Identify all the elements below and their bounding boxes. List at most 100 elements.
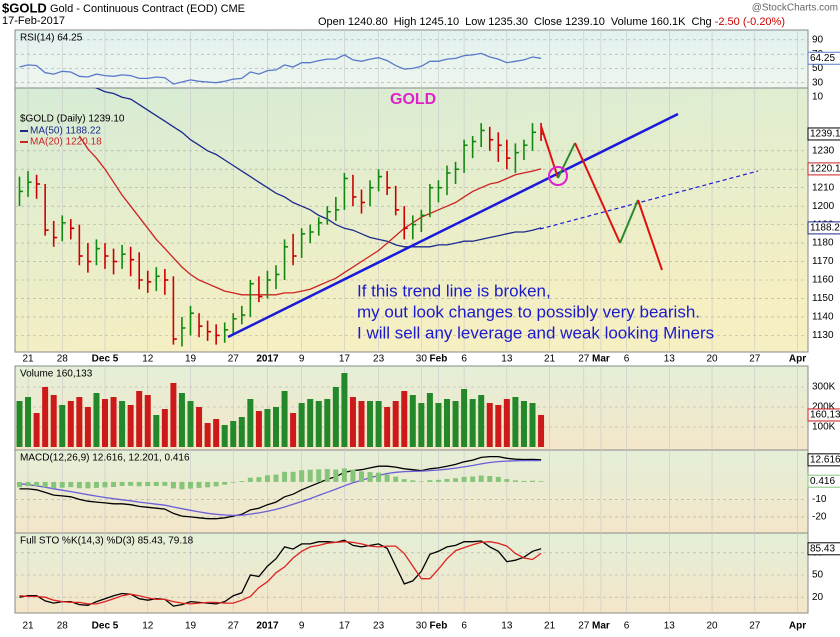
- volume-bar: [324, 399, 331, 447]
- series-line: [94, 88, 542, 248]
- histogram-bar: [205, 481, 211, 488]
- value-tag: [807, 127, 840, 141]
- x-tick-label: 27: [578, 621, 590, 632]
- volume-bar: [349, 397, 356, 447]
- y-tick-label: 50: [812, 570, 824, 581]
- quote-label: Chg: [692, 16, 712, 28]
- x-tick-label: 9: [299, 354, 305, 365]
- macd-panel: [14, 449, 809, 534]
- volume-bar: [520, 401, 527, 447]
- volume-bar: [25, 397, 32, 447]
- volume-bar: [435, 403, 442, 447]
- histogram-bar: [324, 468, 330, 482]
- legend: RSI(14) 64.25: [20, 33, 83, 44]
- histogram-bar: [213, 481, 219, 487]
- x-tick-label: 2017: [256, 621, 279, 632]
- histogram-bar: [307, 469, 313, 482]
- annotation: If this trend line is broken,: [357, 281, 551, 300]
- histogram-bar: [367, 472, 373, 482]
- histogram-bar: [341, 468, 347, 482]
- x-tick-label: 30: [416, 621, 428, 632]
- legend: MACD(12,26,9) 12.616, 12.201, 0.416: [20, 453, 190, 464]
- x-tick-label: Apr: [789, 354, 806, 365]
- volume-bar: [110, 397, 117, 447]
- histogram-bar: [188, 481, 193, 489]
- volume-bar: [341, 373, 348, 447]
- x-tick-label: Dec 5: [92, 354, 119, 365]
- volume-bar: [67, 401, 74, 447]
- volume-bar: [273, 407, 279, 447]
- y-tick-label: 1180: [812, 238, 834, 249]
- projection: [619, 199, 639, 244]
- volume-bar: [204, 423, 211, 447]
- annotation: my out look changes to possibly very bea…: [357, 302, 700, 321]
- volume-bar: [478, 395, 485, 447]
- x-tick-label: 12: [142, 354, 154, 365]
- volume-bar: [538, 414, 545, 447]
- histogram-bar: [410, 480, 416, 482]
- volume-bar: [264, 409, 271, 447]
- histogram-bar: [76, 481, 82, 489]
- quote-value: 1239.10: [565, 16, 605, 28]
- x-tick-label: 13: [501, 621, 513, 632]
- x-tick-label: 21: [22, 621, 34, 632]
- volume-bar: [298, 403, 305, 447]
- y-tick-label: 10: [812, 92, 824, 103]
- volume-bar: [93, 393, 100, 447]
- quote-label: Close: [534, 16, 562, 28]
- histogram-bar: [128, 481, 134, 486]
- y-tick-label: 300K: [812, 382, 836, 393]
- histogram-bar: [59, 481, 65, 488]
- histogram-bar: [170, 481, 176, 489]
- value-tag: [807, 51, 840, 65]
- volume-bar: [461, 389, 468, 447]
- histogram-bar: [478, 475, 484, 482]
- histogram-bar: [376, 472, 382, 482]
- x-tick-label: Apr: [789, 621, 806, 632]
- volume-bar: [392, 401, 399, 447]
- histogram-bar: [85, 481, 91, 489]
- histogram-bar: [34, 481, 40, 486]
- histogram-bar: [102, 481, 108, 488]
- quote-value: 1245.10: [419, 16, 459, 28]
- volume-bar: [102, 399, 108, 447]
- series-line: [19, 541, 542, 605]
- volume-bar: [375, 401, 382, 447]
- x-tick-label: Mar: [592, 621, 610, 632]
- annotation-drawing: [227, 112, 759, 339]
- x-tick-label: 27: [578, 354, 590, 365]
- volume-bar: [76, 397, 83, 447]
- projection: [574, 142, 621, 244]
- volume-bar: [221, 425, 228, 447]
- histogram-bar: [273, 474, 279, 482]
- histogram-bar: [316, 469, 322, 482]
- histogram-bar: [401, 479, 407, 482]
- y-tick-label: 1160: [812, 275, 834, 286]
- x-tick-label: 13: [664, 354, 676, 365]
- volume-bar: [153, 415, 160, 447]
- series-line: [19, 52, 542, 85]
- x-tick-label: 23: [373, 354, 385, 365]
- x-tick-label: 30: [416, 354, 428, 365]
- y-tick-label: 1140: [812, 312, 834, 323]
- histogram-bar: [119, 481, 125, 486]
- x-tick-label: 28: [57, 621, 69, 632]
- y-tick-label: 200K: [812, 402, 836, 413]
- histogram-bar: [427, 480, 433, 482]
- histogram-bar: [196, 481, 202, 488]
- x-tick-label: Dec 5: [92, 621, 119, 632]
- histogram-bar: [495, 476, 501, 482]
- x-tick-label: 27: [749, 621, 761, 632]
- quote-line: Open 1240.80 High 1245.10 Low 1235.30 Close 123…: [318, 16, 785, 28]
- histogram-bar: [25, 481, 31, 487]
- x-tick-label: 21: [544, 621, 556, 632]
- y-tick-label: -10: [812, 494, 827, 505]
- y-tick-label: 20: [812, 592, 824, 603]
- source: @StockCharts.com: [752, 3, 838, 14]
- histogram-bar: [333, 469, 339, 482]
- x-tick-label: 27: [228, 354, 240, 365]
- x-tick-label: 6: [624, 354, 630, 365]
- x-tick-label: 12: [142, 621, 154, 632]
- volume-bar: [332, 387, 339, 447]
- value-tag: [807, 408, 840, 422]
